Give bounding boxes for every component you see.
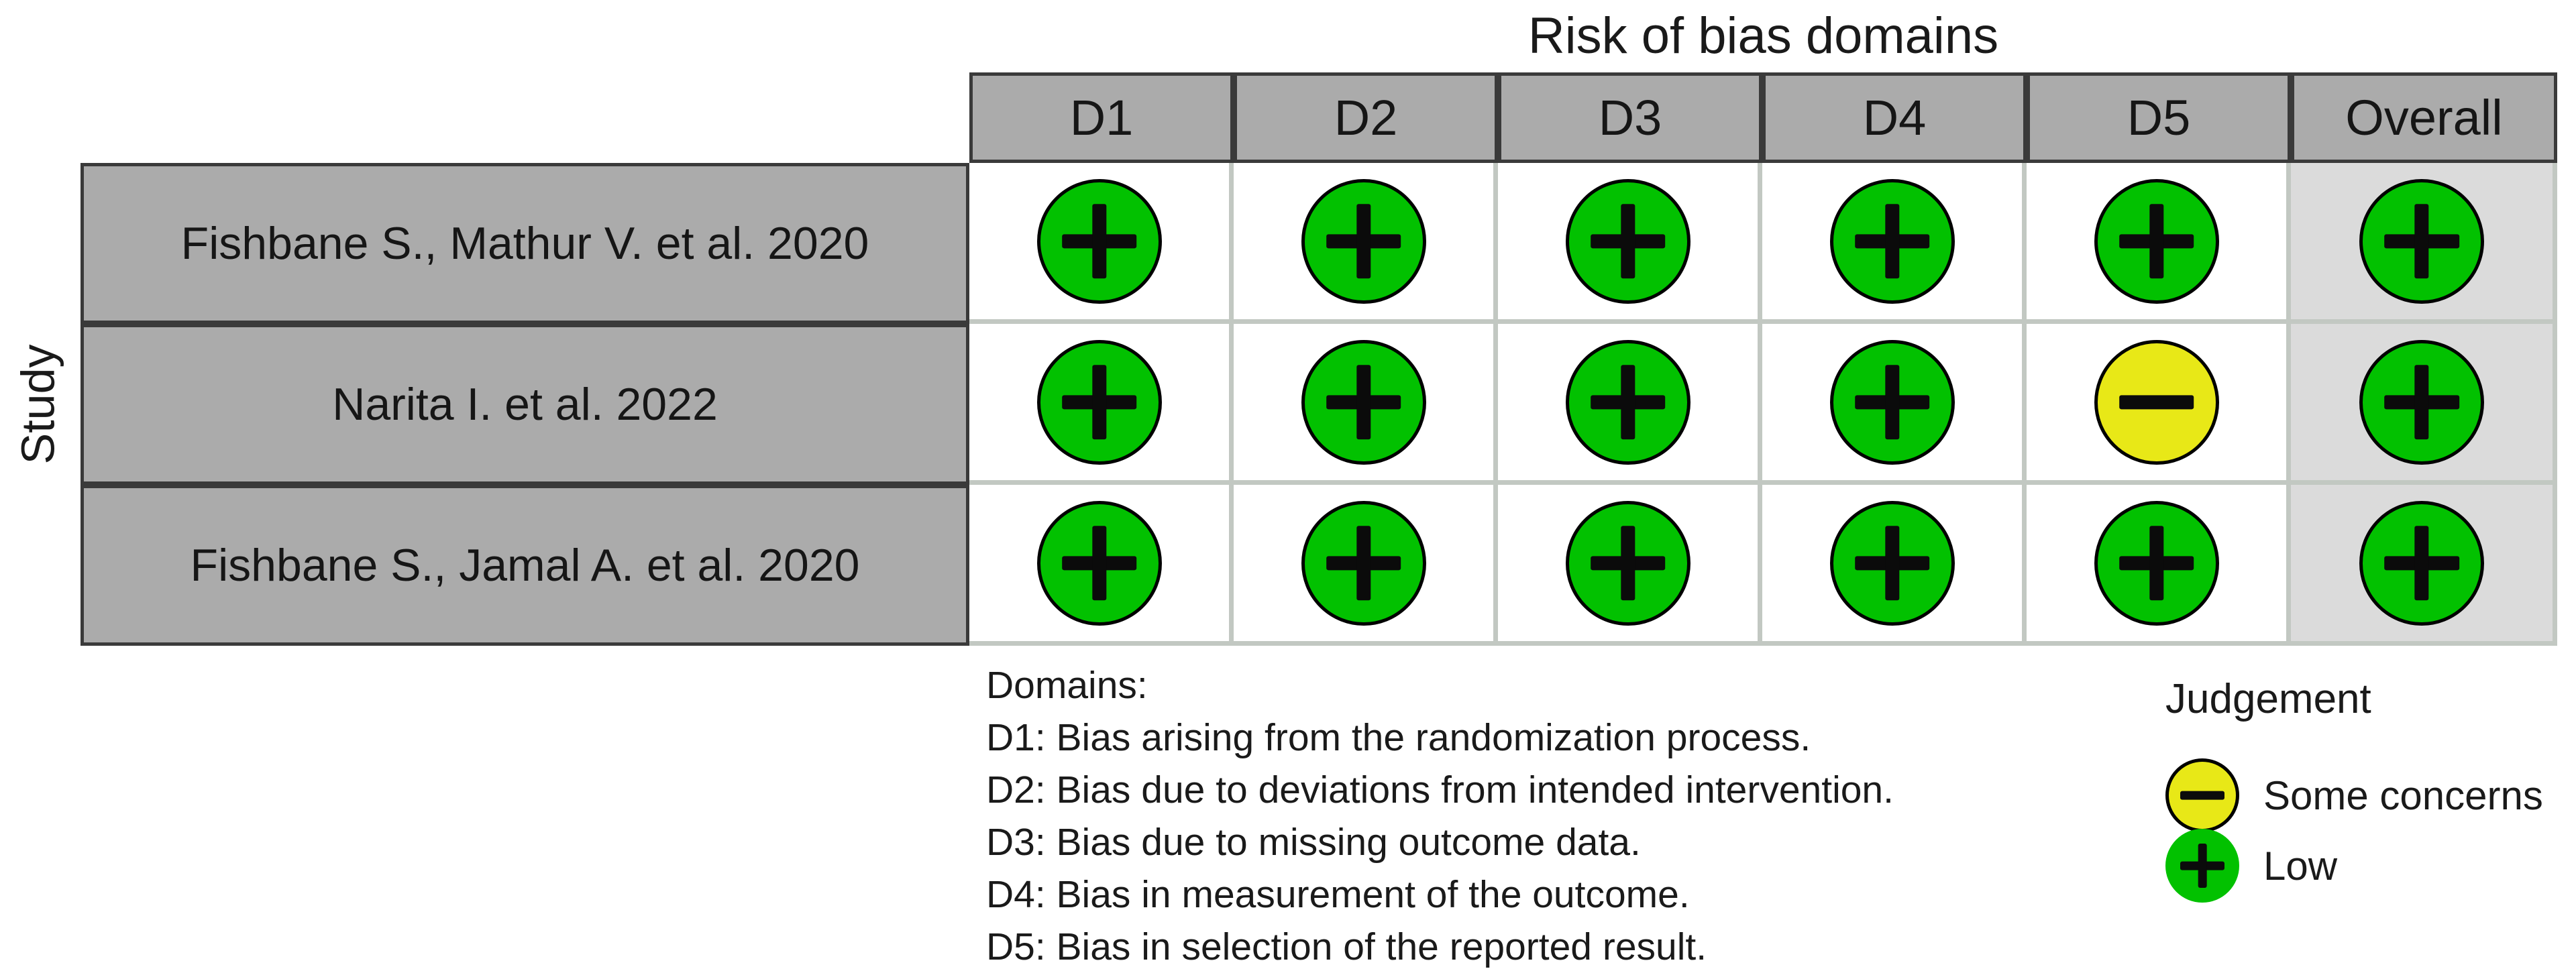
judgement-cell-d4-row1 <box>1762 163 2027 324</box>
symbol-bar-vertical <box>1356 525 1371 601</box>
domains-footnote: Domains: D1: Bias arising from the rando… <box>986 659 2261 973</box>
judgement-cell-d3-row1 <box>1498 163 1762 324</box>
low-risk-icon <box>1829 178 1955 304</box>
low-risk-icon <box>2359 178 2484 304</box>
symbol-bar-vertical <box>1620 525 1635 601</box>
column-header-d5: D5 <box>2027 72 2291 163</box>
judgement-cell-overall-row3 <box>2291 485 2557 646</box>
column-header-d2: D2 <box>1234 72 1498 163</box>
symbol-bar-vertical <box>1620 203 1635 279</box>
low-risk-icon <box>1301 178 1426 304</box>
study-label: Fishbane S., Jamal A. et al. 2020 <box>80 485 969 646</box>
low-risk-icon <box>2165 829 2239 903</box>
symbol-bar-horizontal <box>2180 791 2224 800</box>
low-risk-icon <box>1301 500 1426 626</box>
symbol-bar-vertical <box>1884 364 1900 440</box>
footnote-line: D5: Bias in selection of the reported re… <box>986 925 1707 968</box>
low-risk-icon <box>2094 500 2219 626</box>
low-risk-icon <box>1565 178 1690 304</box>
y-axis-label-box: Study <box>0 304 75 505</box>
footnote-line: D4: Bias in measurement of the outcome. <box>986 873 1690 916</box>
judgement-cell-d5-row2 <box>2027 324 2291 485</box>
legend-title: Judgement <box>2165 676 2371 722</box>
judgement-cell-d1-row1 <box>969 163 1234 324</box>
column-header-overall: Overall <box>2291 72 2557 163</box>
legend: Judgement Some concerns Low <box>2165 673 2576 903</box>
figure-title: Risk of bias domains <box>1527 7 1999 64</box>
symbol-bar-vertical <box>1884 203 1900 279</box>
symbol-bar-vertical <box>2414 203 2429 279</box>
judgement-cell-d2-row3 <box>1234 485 1498 646</box>
symbol-bar-horizontal <box>2118 394 2194 410</box>
judgement-cell-overall-row2 <box>2291 324 2557 485</box>
judgement-cell-d3-row3 <box>1498 485 1762 646</box>
low-risk-icon <box>2359 500 2484 626</box>
symbol-bar-vertical <box>1356 364 1371 440</box>
some-concerns-icon <box>2094 339 2219 465</box>
symbol-bar-vertical <box>1356 203 1371 279</box>
footnote-line: D1: Bias arising from the randomization … <box>986 716 1811 759</box>
low-risk-icon <box>1565 500 1690 626</box>
column-header-d1: D1 <box>969 72 1234 163</box>
low-risk-icon <box>2359 339 2484 465</box>
judgement-cell-overall-row1 <box>2291 163 2557 324</box>
judgement-cell-d4-row2 <box>1762 324 2027 485</box>
study-label: Fishbane S., Mathur V. et al. 2020 <box>80 163 969 324</box>
symbol-bar-vertical <box>2198 844 2207 888</box>
study-label: Narita I. et al. 2022 <box>80 324 969 485</box>
some-concerns-icon <box>2165 758 2239 832</box>
symbol-bar-vertical <box>2414 525 2429 601</box>
legend-item-some_concerns: Some concerns <box>2165 758 2543 833</box>
legend-item-label: Low <box>2263 843 2338 889</box>
symbol-bar-vertical <box>1091 203 1107 279</box>
symbol-bar-vertical <box>2149 525 2164 601</box>
column-header-d4: D4 <box>1762 72 2027 163</box>
symbol-bar-vertical <box>2414 364 2429 440</box>
low-risk-icon <box>1301 339 1426 465</box>
low-risk-icon <box>1829 339 1955 465</box>
low-risk-icon <box>1036 178 1162 304</box>
footnote-line: D3: Bias due to missing outcome data. <box>986 821 1641 864</box>
column-header-d3: D3 <box>1498 72 1762 163</box>
judgement-cell-d5-row3 <box>2027 485 2291 646</box>
low-risk-icon <box>1036 339 1162 465</box>
low-risk-icon <box>1036 500 1162 626</box>
low-risk-icon <box>1829 500 1955 626</box>
footnote-line: D2: Bias due to deviations from intended… <box>986 768 1894 811</box>
legend-item-label: Some concerns <box>2263 772 2543 818</box>
judgement-cell-d1-row3 <box>969 485 1234 646</box>
low-risk-icon <box>2094 178 2219 304</box>
symbol-bar-vertical <box>2149 203 2164 279</box>
low-risk-icon <box>1565 339 1690 465</box>
judgement-cell-d4-row3 <box>1762 485 2027 646</box>
judgement-cell-d3-row2 <box>1498 324 1762 485</box>
symbol-bar-vertical <box>1091 525 1107 601</box>
symbol-bar-vertical <box>1091 364 1107 440</box>
y-axis-label: Study <box>11 344 64 465</box>
footnote-heading: Domains: <box>986 664 1148 707</box>
judgement-cell-d5-row1 <box>2027 163 2291 324</box>
legend-item-low: Low <box>2165 828 2337 903</box>
judgement-cell-d1-row2 <box>969 324 1234 485</box>
symbol-bar-vertical <box>1620 364 1635 440</box>
judgement-cell-d2-row2 <box>1234 324 1498 485</box>
judgement-cell-d2-row1 <box>1234 163 1498 324</box>
symbol-bar-vertical <box>1884 525 1900 601</box>
